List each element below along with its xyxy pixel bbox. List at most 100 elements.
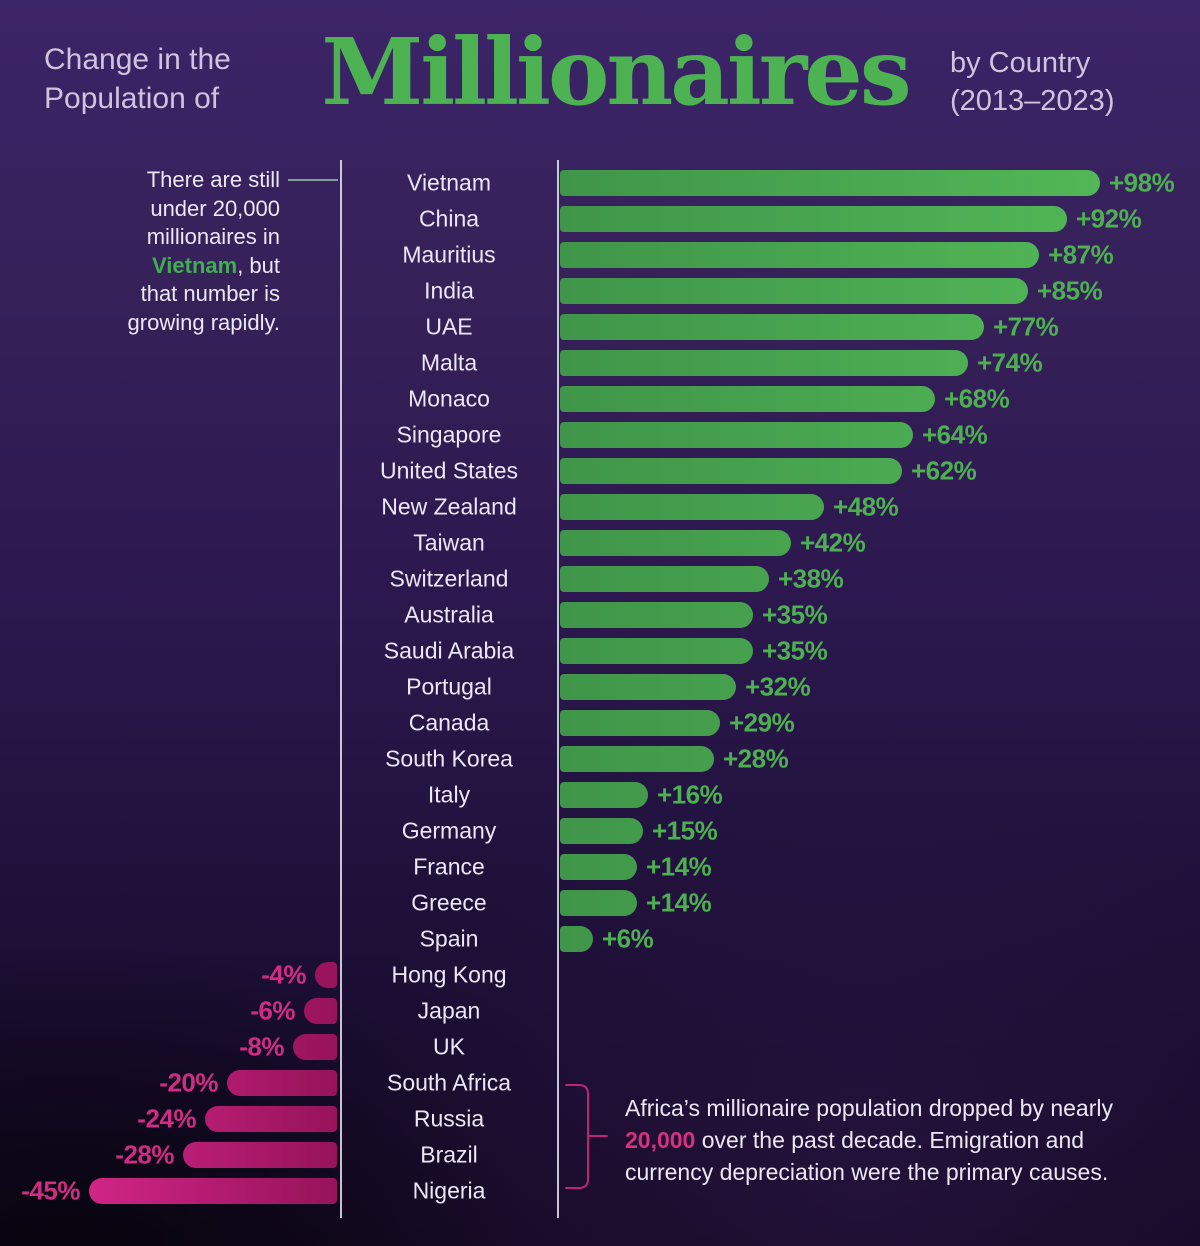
value-label: -8% (239, 1031, 284, 1062)
highlighted-text: Vietnam (152, 252, 238, 278)
axis-line-right (557, 160, 559, 1218)
value-label: +35% (762, 635, 828, 666)
chart-row: Vietnam +98% (0, 165, 1200, 201)
bar (560, 710, 720, 736)
country-label: South Korea (385, 745, 513, 772)
bar (560, 314, 984, 340)
chart-row: Portugal +32% (0, 669, 1200, 705)
chart-row: Brazil -28% (0, 1137, 1200, 1173)
value-label: +14% (646, 851, 712, 882)
bar (560, 566, 769, 592)
annotation-text: over the past decade. Emigration and cur… (625, 1127, 1109, 1185)
country-label: Germany (401, 817, 497, 844)
bar (560, 638, 753, 664)
country-label: Hong Kong (391, 961, 507, 988)
value-label: +48% (833, 491, 899, 522)
chart-row: Australia +35% (0, 597, 1200, 633)
title-prefix-line2: Population of (44, 82, 220, 115)
country-label: Spain (419, 925, 479, 952)
country-label: Saudi Arabia (383, 637, 515, 664)
value-label: +92% (1076, 203, 1142, 234)
country-label: Australia (404, 601, 494, 628)
country-label: United States (379, 457, 519, 484)
chart-row: Nigeria -45% (0, 1173, 1200, 1209)
bar (560, 350, 968, 376)
chart-row: South Korea +28% (0, 741, 1200, 777)
country-label: UAE (425, 313, 473, 340)
value-label: +29% (729, 707, 795, 738)
country-label: Greece (411, 889, 487, 916)
country-label: Monaco (408, 385, 490, 412)
country-label: Canada (408, 709, 490, 736)
value-label: +77% (993, 311, 1059, 342)
value-label: -4% (261, 959, 306, 990)
value-label: +87% (1048, 239, 1114, 270)
bar (560, 206, 1067, 232)
country-label: Portugal (406, 673, 492, 700)
value-label: +38% (778, 563, 844, 594)
chart-row: France +14% (0, 849, 1200, 885)
chart-row: Japan -6% (0, 993, 1200, 1029)
chart-row: Italy +16% (0, 777, 1200, 813)
chart-row: Saudi Arabia +35% (0, 633, 1200, 669)
country-label: Singapore (396, 421, 502, 448)
chart-row: UK -8% (0, 1029, 1200, 1065)
bar (560, 278, 1028, 304)
bar (560, 494, 824, 520)
chart-row: Greece +14% (0, 885, 1200, 921)
country-label: Mauritius (402, 241, 496, 268)
bar (560, 746, 714, 772)
bar (560, 818, 643, 844)
annotation-text: Africa’s millionaire population dropped … (625, 1095, 1113, 1121)
vietnam-annotation: There are still under 20,000 millionaire… (52, 166, 280, 337)
chart-row: UAE +77% (0, 309, 1200, 345)
country-label: Russia (413, 1105, 485, 1132)
bar (560, 422, 913, 448)
country-label: New Zealand (381, 493, 517, 520)
bar (315, 962, 337, 988)
page-title: Millionaires (321, 18, 911, 126)
value-label: +64% (922, 419, 988, 450)
country-label: Switzerland (389, 565, 509, 592)
chart-row: United States +62% (0, 453, 1200, 489)
chart-row: Taiwan +42% (0, 525, 1200, 561)
value-label: -45% (21, 1175, 80, 1206)
bar (183, 1142, 337, 1168)
title-prefix: Change in the Population of (44, 40, 231, 118)
country-label: Vietnam (407, 169, 491, 196)
bar (560, 386, 935, 412)
africa-annotation: Africa’s millionaire population dropped … (625, 1092, 1145, 1188)
chart-row: Singapore +64% (0, 417, 1200, 453)
title-prefix-line1: Change in the (44, 43, 231, 76)
title-suffix-line2: (2013–2023) (950, 85, 1115, 117)
country-label: France (413, 853, 485, 880)
value-label: +42% (800, 527, 866, 558)
axis-line-left (340, 160, 342, 1218)
country-label: UK (433, 1033, 465, 1060)
chart-row: Russia -24% (0, 1101, 1200, 1137)
value-label: -6% (250, 995, 295, 1026)
bar (560, 602, 753, 628)
country-label: Japan (417, 997, 481, 1024)
bar (560, 782, 648, 808)
chart-row: Monaco +68% (0, 381, 1200, 417)
value-label: +14% (646, 887, 712, 918)
chart-row: Malta +74% (0, 345, 1200, 381)
bar (560, 890, 637, 916)
value-label: -24% (137, 1103, 196, 1134)
title-suffix-line1: by Country (950, 47, 1091, 79)
bar (560, 458, 902, 484)
chart-row: Canada +29% (0, 705, 1200, 741)
bar (560, 674, 736, 700)
annotation-text: , but that number is growing rapidly. (127, 252, 280, 335)
country-label: South Africa (386, 1069, 512, 1096)
bar (227, 1070, 337, 1096)
bar (560, 854, 637, 880)
value-label: +98% (1109, 167, 1175, 198)
value-label: +28% (723, 743, 789, 774)
value-label: +74% (977, 347, 1043, 378)
chart-row: Mauritius +87% (0, 237, 1200, 273)
country-label: Italy (427, 781, 471, 808)
highlighted-text: 20,000 (625, 1127, 696, 1153)
